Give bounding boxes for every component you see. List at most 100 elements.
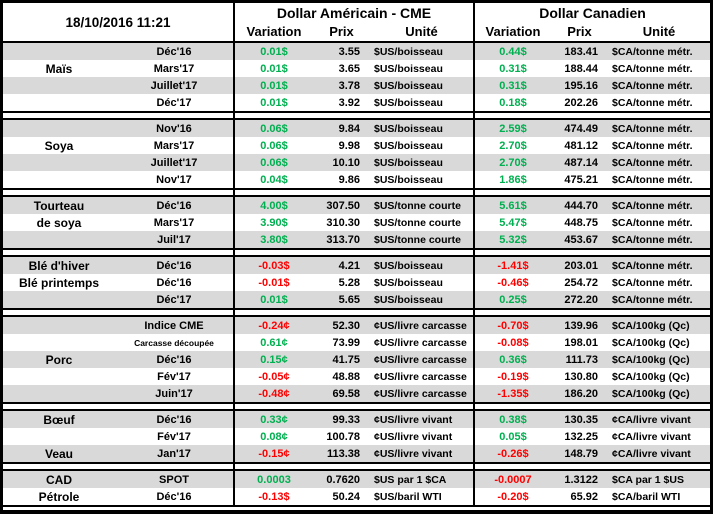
ca-unit-label: $CA/tonne métr. [612,122,693,135]
section-spacer [3,113,710,120]
ca-unit-label: $CA/baril WTI [612,490,681,503]
ca-variation-value: -0.20$ [473,488,551,505]
ca-variation-value: -0.46$ [473,274,551,291]
ca-price-value: 475.21 [564,173,598,186]
contract-month: Indice CME [144,319,204,332]
us-variation-value: 0.04$ [233,171,313,188]
us-unit-label: $US/boisseau [374,79,443,92]
us-price-value: 113.38 [326,447,360,460]
commodity-label [3,385,115,402]
ca-variation-value: 0.38$ [473,411,551,428]
contract-month: Carcasse découpée [134,337,214,348]
contract-month: Mars'17 [153,62,195,75]
ca-price-value: 111.73 [565,353,598,366]
us-variation-value: 0.08¢ [233,428,313,445]
us-variation-value: 0.01$ [233,291,313,308]
us-unit-label: ¢US/livre carcasse [374,370,467,383]
us-variation-value: -0.13$ [233,488,313,505]
commodity-label: Blé printemps [18,275,99,290]
ca-variation-value: 0.18$ [473,94,551,111]
us-variation-value: 0.01$ [233,43,313,60]
contract-month: Déc'17 [156,293,192,306]
commodity-label [3,120,115,137]
us-variation-value: 0.61¢ [233,334,313,351]
ca-price-value: 188.44 [564,62,598,75]
table-row: Carcasse découpée 0.61¢ 73.99 ¢US/livre car… [3,334,710,351]
usd-prix-column-header: Prix [329,24,354,39]
section-spacer [3,190,710,197]
us-price-value: 73.99 [332,336,360,349]
contract-month: SPOT [159,473,189,486]
usd-group-header: Dollar Américain - CME [233,3,473,22]
us-price-value: 3.65 [338,62,360,75]
ca-price-value: 202.26 [564,96,598,109]
us-price-value: 5.28 [338,276,360,289]
contract-month: Déc'16 [156,413,192,426]
column-divider [473,404,551,409]
us-unit-label: $US/boisseau [374,259,443,272]
ca-variation-value: 0.31$ [473,77,551,94]
timestamp: 18/10/2016 11:21 [65,14,171,30]
commodity-label [3,171,115,188]
ca-price-value: 448.75 [564,216,598,229]
us-variation-value: 0.0003 [233,471,313,488]
us-price-value: 3.92 [338,96,360,109]
us-price-value: 9.84 [338,122,360,135]
us-price-value: 100.78 [326,430,360,443]
commodity-label: de soya [36,215,82,230]
ca-price-value: 198.01 [564,336,598,349]
commodity-label: CAD [46,472,72,487]
column-divider [473,113,551,118]
ca-price-value: 65.92 [570,490,598,503]
contract-month: Mars'17 [153,216,195,229]
contract-month: Juillet'17 [150,156,198,169]
ca-price-value: 186.20 [564,387,598,400]
us-price-value: 48.88 [332,370,360,383]
ca-unit-label: $CA/tonne métr. [612,216,693,229]
ca-variation-value: -0.0007 [473,471,551,488]
section-porc: Indice CME -0.24¢ 52.30 ¢US/livre carcasse -… [3,317,710,404]
contract-month: Déc'16 [156,353,192,366]
us-variation-value: 0.01$ [233,60,313,77]
us-unit-label: $US/tonne courte [374,216,461,229]
table-row: Juillet'17 0.01$ 3.78 $US/boisseau 0.31$ 195.… [3,77,710,94]
ca-unit-label: $CA/tonne métr. [612,96,693,109]
us-unit-label: ¢US/livre carcasse [374,387,467,400]
commodity-label [3,368,115,385]
table-row: Juillet'17 0.06$ 10.10 $US/boisseau 2.70$ 487… [3,154,710,171]
ca-variation-value: -1.41$ [473,257,551,274]
table-body: Déc'16 0.01$ 3.55 $US/boisseau 0.44$ 183.41 $C… [3,43,710,507]
commodity-label: Porc [45,352,73,367]
contract-month: Fév'17 [157,430,191,443]
us-price-value: 69.58 [332,387,360,400]
ca-price-value: 474.49 [564,122,598,135]
ca-variation-value: -0.70$ [473,317,551,334]
table-row: Blé d'hiver Déc'16 -0.03$ 4.21 $US/boisseau -… [3,257,710,274]
us-price-value: 4.21 [338,259,360,272]
ca-price-value: 148.79 [564,447,598,460]
us-price-value: 5.65 [338,293,360,306]
column-divider [473,310,551,315]
column-divider [473,464,551,469]
column-divider [473,190,551,195]
ca-variation-value: 2.70$ [473,137,551,154]
us-variation-value: 3.90$ [233,214,313,231]
ca-unit-label: $CA/tonne métr. [612,276,693,289]
us-unit-label: $US/boisseau [374,156,443,169]
us-unit-label: $US/tonne courte [374,199,461,212]
cad-prix-column-header: Prix [567,24,592,39]
section-spacer [3,404,710,411]
section-mais: Déc'16 0.01$ 3.55 $US/boisseau 0.44$ 183.41 $C… [3,43,710,113]
column-divider [473,250,551,255]
contract-month: Juil'17 [157,233,191,246]
section-cad-petrole: CAD SPOT 0.0003 0.7620 $US par 1 $CA -0.0007 1… [3,471,710,507]
ca-price-value: 272.20 [564,293,598,306]
us-unit-label: $US/tonne courte [374,233,461,246]
table-row: Veau Jan'17 -0.15¢ 113.38 ¢US/livre vivant -0… [3,445,710,462]
table-row: Porc Déc'16 0.15¢ 41.75 ¢US/livre carcasse 0.… [3,351,710,368]
ca-unit-label: $CA/100kg (Qc) [612,353,690,366]
ca-variation-value: 5.47$ [473,214,551,231]
ca-variation-value: -0.19$ [473,368,551,385]
us-variation-value: 0.01$ [233,77,313,94]
us-variation-value: 4.00$ [233,197,313,214]
